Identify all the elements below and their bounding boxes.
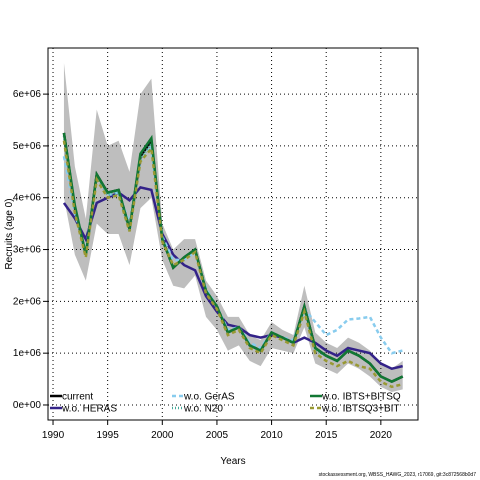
y-tick-label: 1e+06	[13, 348, 42, 359]
y-tick-label: 4e+06	[13, 193, 42, 204]
series-line	[62, 132, 404, 384]
series-line	[62, 140, 403, 389]
legend-label: w.o. HERAS	[61, 404, 117, 415]
x-tick-label: 2005	[206, 430, 229, 441]
x-tick-label: 2015	[315, 430, 338, 441]
legend-label: current	[62, 392, 93, 403]
x-tick-label: 2000	[151, 430, 174, 441]
legend-label: w.o. IBTSQ3+BIT	[321, 404, 400, 415]
legend-label: w.o. GerAS	[183, 392, 235, 403]
y-tick-label: 3e+06	[13, 245, 42, 256]
x-axis-label: Years	[220, 456, 245, 467]
x-tick-label: 2010	[260, 430, 283, 441]
x-tick-label: 1995	[97, 430, 120, 441]
confidence-band	[63, 63, 403, 393]
y-tick-label: 6e+06	[13, 89, 42, 100]
legend-label: w.o. N20	[183, 404, 223, 415]
x-tick-label: 2020	[370, 430, 393, 441]
x-tick-label: 1990	[42, 430, 65, 441]
y-tick-label: 5e+06	[13, 141, 42, 152]
footer: stockassessment.org, WBSS_HAWG_2023, r17…	[319, 472, 477, 478]
y-tick-label: 0e+00	[13, 400, 42, 411]
y-axis-label: Recruits (age 0)	[4, 198, 15, 269]
y-tick-label: 2e+06	[13, 296, 42, 307]
plot-frame	[47, 47, 419, 421]
legend-label: w.o. IBTS+BITSQ	[321, 392, 401, 403]
